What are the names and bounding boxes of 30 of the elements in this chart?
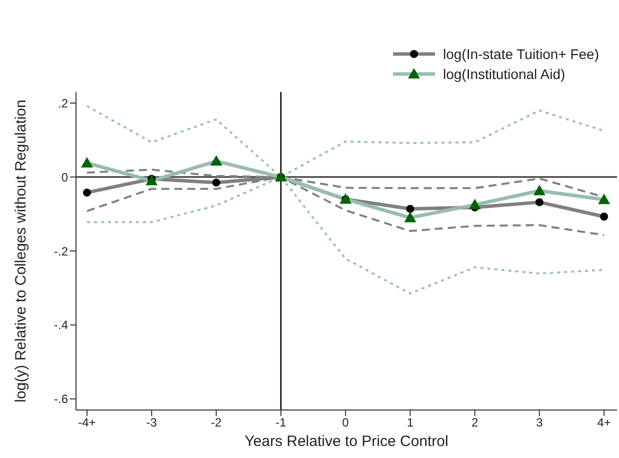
point (533, 184, 546, 196)
point (406, 204, 414, 213)
x-tick-label: 3 (536, 416, 544, 430)
y-tick-label: -.6 (54, 392, 68, 406)
point (212, 178, 220, 187)
y-tick-label: .2 (58, 96, 68, 110)
x-tick-label: 4+ (597, 416, 611, 430)
point (468, 198, 481, 210)
point (404, 212, 416, 222)
x-tick-label: -3 (146, 416, 158, 430)
y-axis-title: log(y) Relative to Colleges without Regulation (12, 100, 30, 402)
point (80, 156, 93, 168)
legend-label: log(Institutional Aid) (442, 66, 566, 82)
x-axis-title: Years Relative to Price Control (244, 433, 448, 450)
point (535, 198, 544, 206)
y-tick-label: -.4 (54, 318, 68, 332)
x-tick-label: 0 (342, 416, 350, 430)
x-tick-label: -4+ (78, 416, 96, 430)
point (146, 174, 158, 186)
x-tick-label: 2 (471, 416, 478, 430)
point (600, 212, 608, 221)
point (82, 188, 91, 197)
x-tick-label: -2 (210, 416, 222, 430)
point (598, 194, 610, 204)
y-tick-label: 0 (61, 170, 68, 184)
legend-label: log(In-state Tuition+ Fee) (442, 46, 599, 62)
y-tick-label: -.2 (54, 244, 68, 258)
point (210, 155, 222, 166)
x-tick-label: -1 (276, 416, 287, 430)
x-tick-label: 1 (406, 416, 414, 430)
